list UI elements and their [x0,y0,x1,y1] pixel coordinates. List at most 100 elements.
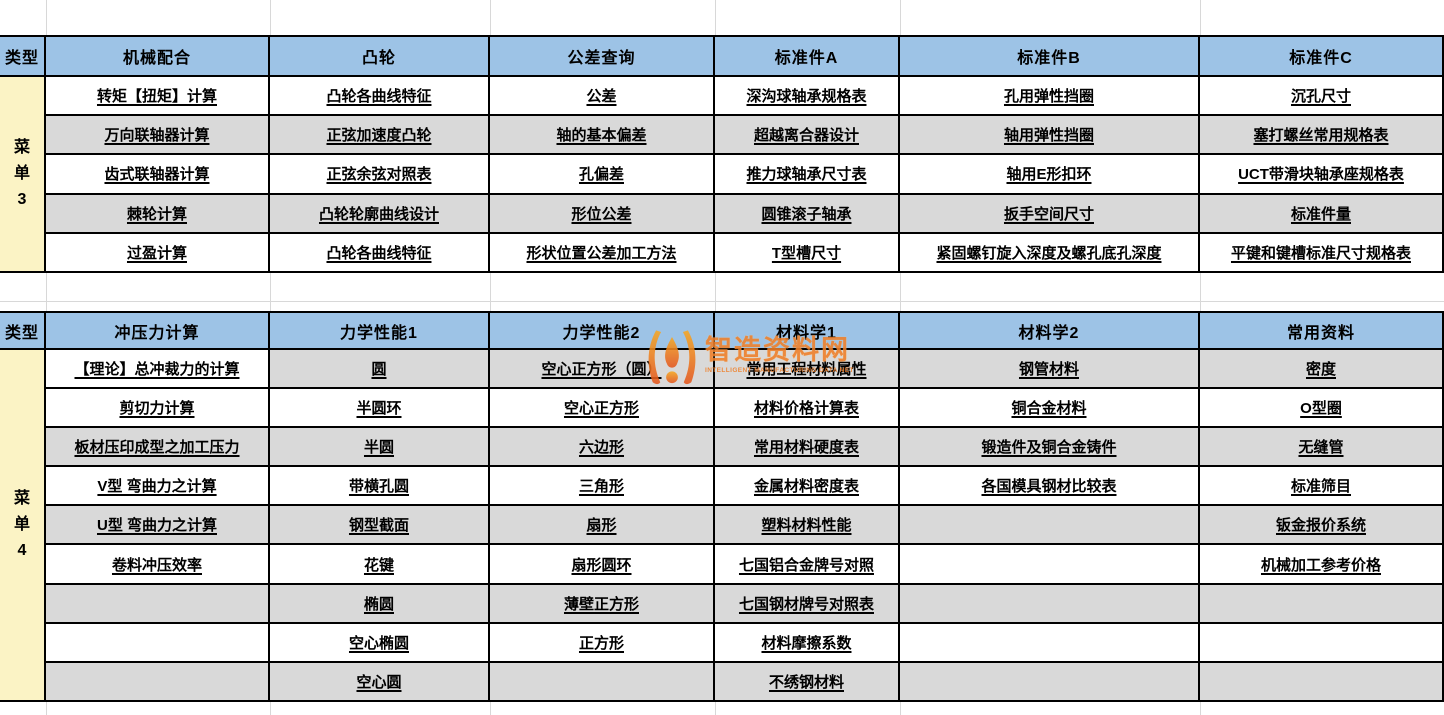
column-header: 标准件B [900,37,1200,77]
link-cell[interactable]: 平键和键槽标准尺寸规格表 [1200,233,1444,273]
menu-char: 单 [13,515,30,533]
link-cell[interactable]: 形状位置公差加工方法 [490,233,715,273]
link-cell[interactable]: 沉孔尺寸 [1200,77,1444,117]
link-cell[interactable]: 机械加工参考价格 [1200,545,1444,585]
link-cell[interactable]: 七国铝合金牌号对照 [715,545,900,585]
menu4-table: 类型 冲压力计算 力学性能1 力学性能2 材料学1 材料学2 常用资料菜单 4 【理论】总冲裁力… [0,311,1444,702]
column-header: 标准件A [715,37,900,77]
link-cell[interactable]: 材料摩擦系数 [715,623,900,663]
link-cell[interactable]: 无缝管 [1200,428,1444,468]
empty-cell [490,662,715,702]
link-cell[interactable]: 薄壁正方形 [490,584,715,624]
empty-cell [1200,584,1444,624]
link-cell[interactable]: 凸轮轮廓曲线设计 [270,194,490,234]
link-cell[interactable]: 空心圆 [270,662,490,702]
link-cell[interactable]: 密度 [1200,350,1444,390]
empty-cell [1200,662,1444,702]
link-cell[interactable]: 孔偏差 [490,155,715,195]
empty-cell [46,662,270,702]
link-cell[interactable]: 空心正方形（圆） [490,350,715,390]
link-cell[interactable]: 六边形 [490,428,715,468]
menu-label: 菜单 3 [0,77,46,273]
link-cell[interactable]: 卷料冲压效率 [46,545,270,585]
empty-cell [900,506,1200,546]
link-cell[interactable]: 三角形 [490,467,715,507]
link-cell[interactable]: 过盈计算 [46,233,270,273]
type-header: 类型 [0,37,46,77]
link-cell[interactable]: 钣金报价系统 [1200,506,1444,546]
link-cell[interactable]: 标准筛目 [1200,467,1444,507]
link-cell[interactable]: 正弦加速度凸轮 [270,116,490,156]
link-cell[interactable]: 半圆 [270,428,490,468]
link-cell[interactable]: 轴的基本偏差 [490,116,715,156]
link-cell[interactable]: 钢管材料 [900,350,1200,390]
column-header: 冲压力计算 [46,313,270,350]
link-cell[interactable]: 金属材料密度表 [715,467,900,507]
column-header: 标准件C [1200,37,1444,77]
link-cell[interactable]: 空心椭圆 [270,623,490,663]
link-cell[interactable]: 不绣钢材料 [715,662,900,702]
menu-char: 菜 [13,489,30,507]
menu-char: 4 [17,541,27,559]
column-header: 公差查询 [490,37,715,77]
column-header: 机械配合 [46,37,270,77]
link-cell[interactable]: 铜合金材料 [900,389,1200,429]
link-cell[interactable]: 深沟球轴承规格表 [715,77,900,117]
column-header: 凸轮 [270,37,490,77]
link-cell[interactable]: 塞打螺丝常用规格表 [1200,116,1444,156]
menu-char: 单 [13,164,30,182]
empty-cell [900,662,1200,702]
link-cell[interactable]: 轴用E形扣环 [900,155,1200,195]
link-cell[interactable]: 棘轮计算 [46,194,270,234]
link-cell[interactable]: 推力球轴承尺寸表 [715,155,900,195]
link-cell[interactable]: 七国钢材牌号对照表 [715,584,900,624]
link-cell[interactable]: 扇形 [490,506,715,546]
empty-cell [46,623,270,663]
empty-cell [900,584,1200,624]
link-cell[interactable]: 钢型截面 [270,506,490,546]
column-header: 常用资料 [1200,313,1444,350]
link-cell[interactable]: 板材压印成型之加工压力 [46,428,270,468]
link-cell[interactable]: O型圈 [1200,389,1444,429]
link-cell[interactable]: V型 弯曲力之计算 [46,467,270,507]
link-cell[interactable]: 圆锥滚子轴承 [715,194,900,234]
column-header: 力学性能2 [490,313,715,350]
link-cell[interactable]: 常用工程材料属性 [715,350,900,390]
link-cell[interactable]: 常用材料硬度表 [715,428,900,468]
link-cell[interactable]: 万向联轴器计算 [46,116,270,156]
link-cell[interactable]: 超越离合器设计 [715,116,900,156]
link-cell[interactable]: 带横孔圆 [270,467,490,507]
column-header: 材料学2 [900,313,1200,350]
link-cell[interactable]: 花键 [270,545,490,585]
link-cell[interactable]: 轴用弹性挡圈 [900,116,1200,156]
menu-char: 3 [17,190,27,208]
link-cell[interactable]: 材料价格计算表 [715,389,900,429]
link-cell[interactable]: 剪切力计算 [46,389,270,429]
link-cell[interactable]: 正方形 [490,623,715,663]
link-cell[interactable]: UCT带滑块轴承座规格表 [1200,155,1444,195]
link-cell[interactable]: 转矩【扭矩】计算 [46,77,270,117]
link-cell[interactable]: 凸轮各曲线特征 [270,77,490,117]
column-header: 力学性能1 [270,313,490,350]
link-cell[interactable]: T型槽尺寸 [715,233,900,273]
link-cell[interactable]: 塑料材料性能 [715,506,900,546]
link-cell[interactable]: 锻造件及铜合金铸件 [900,428,1200,468]
link-cell[interactable]: 半圆环 [270,389,490,429]
link-cell[interactable]: 孔用弹性挡圈 [900,77,1200,117]
link-cell[interactable]: 标准件量 [1200,194,1444,234]
link-cell[interactable]: 齿式联轴器计算 [46,155,270,195]
link-cell[interactable]: 凸轮各曲线特征 [270,233,490,273]
link-cell[interactable]: 扳手空间尺寸 [900,194,1200,234]
link-cell[interactable]: 椭圆 [270,584,490,624]
link-cell[interactable]: 各国模具钢材比较表 [900,467,1200,507]
link-cell[interactable]: 正弦余弦对照表 [270,155,490,195]
link-cell[interactable]: 【理论】总冲裁力的计算 [46,350,270,390]
link-cell[interactable]: 公差 [490,77,715,117]
link-cell[interactable]: 空心正方形 [490,389,715,429]
link-cell[interactable]: 扇形圆环 [490,545,715,585]
column-header: 材料学1 [715,313,900,350]
link-cell[interactable]: U型 弯曲力之计算 [46,506,270,546]
link-cell[interactable]: 圆 [270,350,490,390]
link-cell[interactable]: 形位公差 [490,194,715,234]
link-cell[interactable]: 紧固螺钉旋入深度及螺孔底孔深度 [900,233,1200,273]
